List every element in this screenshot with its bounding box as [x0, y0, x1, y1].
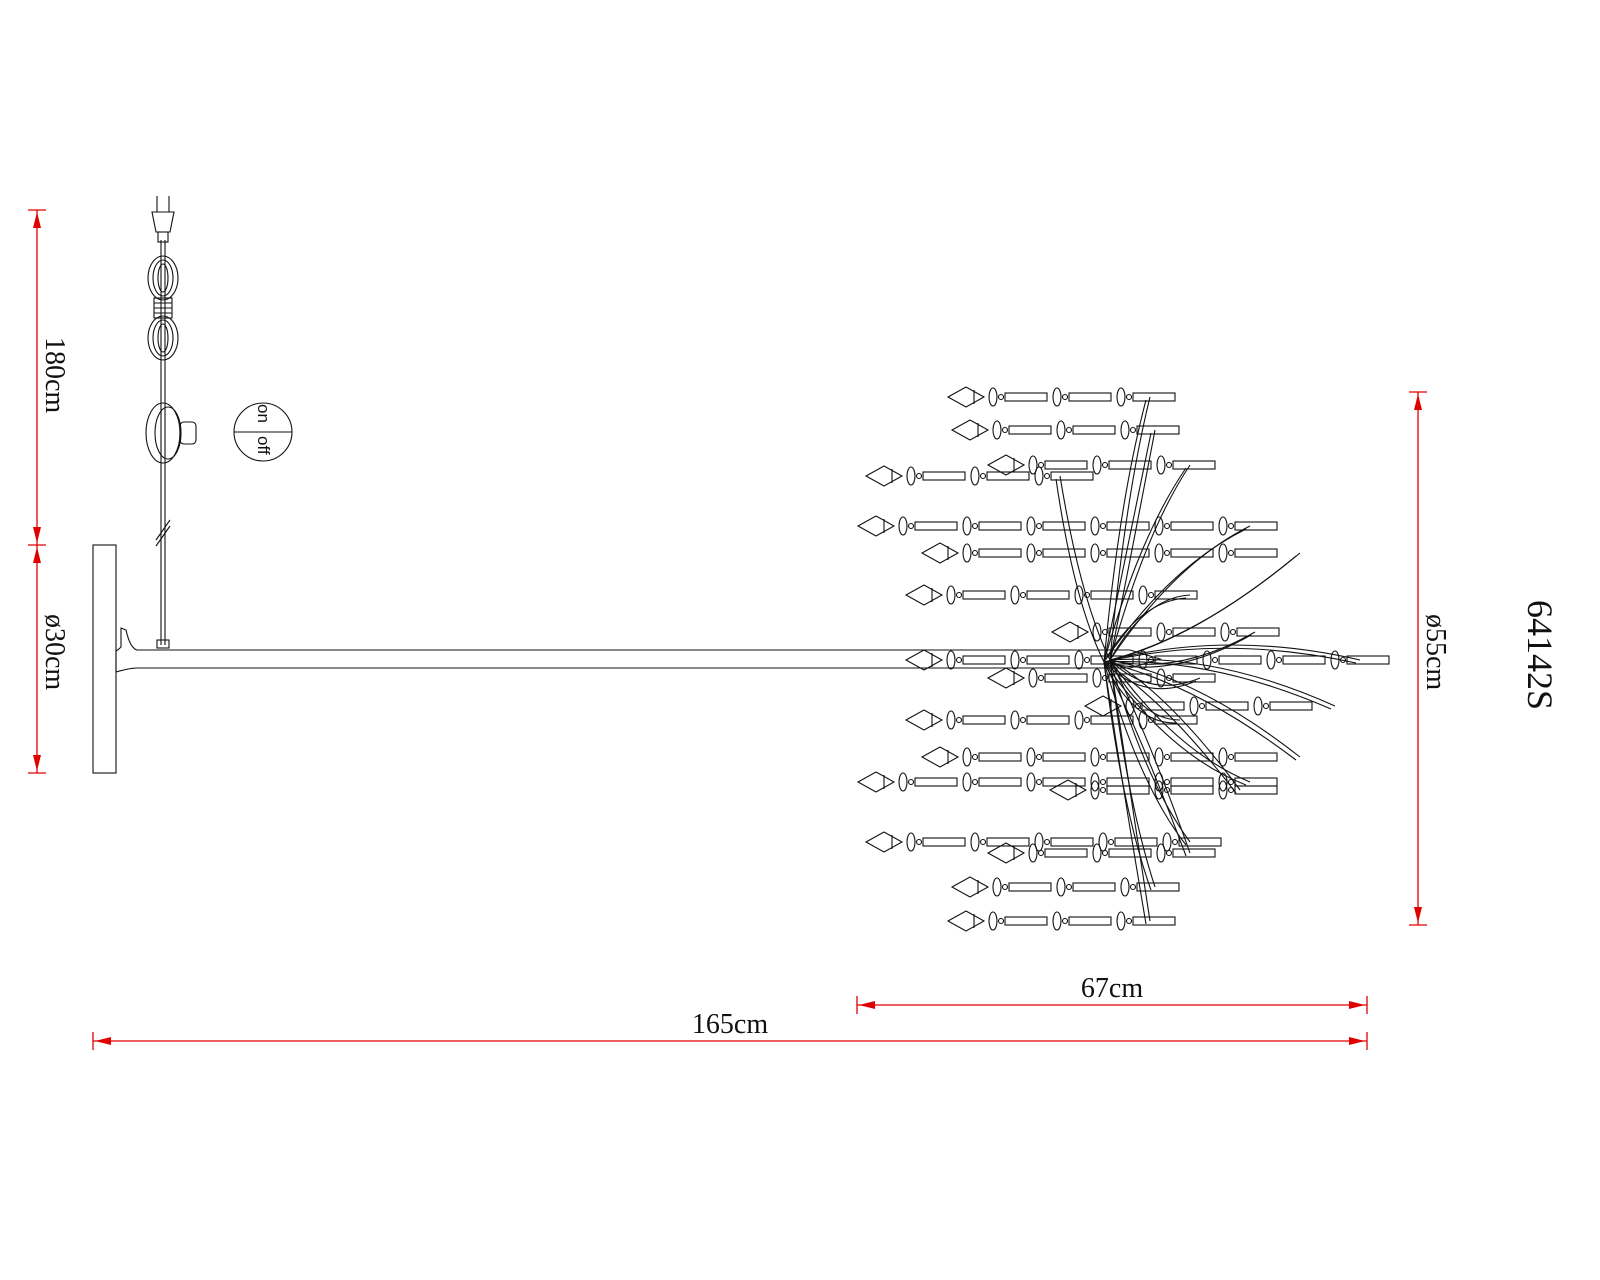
- coiled-cord-icon: [147, 255, 179, 361]
- model-number: 64142S: [1520, 600, 1560, 710]
- switch-off-label: off: [254, 436, 273, 455]
- dimension-shade-diameter: ø55cm: [1409, 391, 1451, 926]
- total-width-label: 165cm: [692, 1009, 768, 1040]
- plug-icon: [151, 196, 175, 243]
- dimension-base-diameter: ø30cm: [28, 545, 70, 774]
- lamp-arm: [115, 627, 1162, 673]
- shade-width-label: 67cm: [1081, 973, 1143, 1004]
- dimension-total-width: 165cm: [92, 1009, 1368, 1050]
- switch-on-label: on: [254, 404, 273, 423]
- dimension-cord-length: 180cm: [28, 209, 70, 546]
- crystal-strands: [856, 386, 1390, 932]
- lamp-base: [92, 544, 117, 774]
- base-diameter-label: ø30cm: [39, 614, 70, 690]
- inline-switch-icon: [145, 402, 197, 464]
- power-cord: [155, 240, 171, 649]
- dimension-shade-width: 67cm: [856, 973, 1368, 1014]
- shade-diameter-label: ø55cm: [1420, 614, 1451, 690]
- cord-length-label: 180cm: [39, 337, 70, 413]
- on-off-switch-icon: on off: [233, 402, 293, 462]
